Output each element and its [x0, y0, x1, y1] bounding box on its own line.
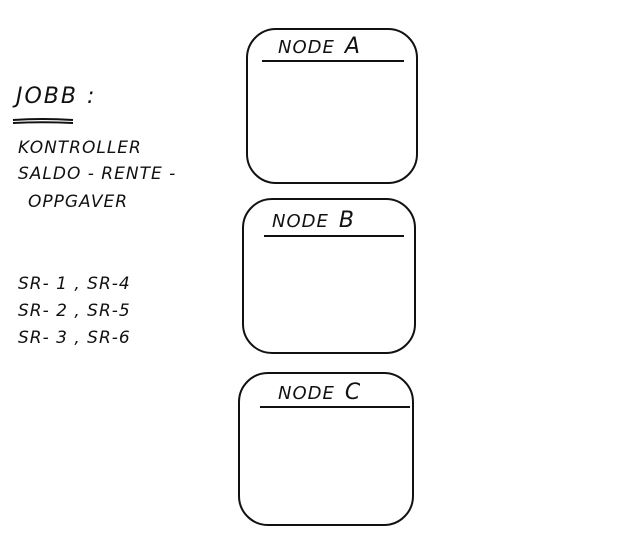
jobb-description-line-2: SALDO - RENTE - — [18, 164, 177, 184]
task-line-2: SR- 2 , SR-5 — [18, 301, 131, 321]
node-a-title: NODE A — [278, 34, 361, 59]
task-line-1: SR- 1 , SR-4 — [18, 274, 131, 294]
node-a-title-rule — [262, 60, 404, 62]
node-c-label: NODE — [278, 383, 335, 404]
node-c-letter: C — [344, 380, 362, 405]
node-b-title: NODE B — [272, 208, 355, 233]
jobb-title-underline — [12, 118, 74, 124]
jobb-description-line-1: KONTROLLER — [18, 138, 142, 158]
node-b-label: NODE — [272, 211, 329, 232]
node-a-letter: A — [344, 34, 361, 59]
node-c-box — [238, 372, 414, 526]
jobb-title: JOBB : — [16, 84, 97, 109]
jobb-description-line-3: OPPGAVER — [28, 192, 129, 212]
node-b-box — [242, 198, 416, 354]
node-b-letter: B — [338, 208, 355, 233]
node-c-title: NODE C — [278, 380, 361, 405]
task-line-3: SR- 3 , SR-6 — [18, 328, 131, 348]
node-c-title-rule — [260, 406, 410, 408]
node-a-box — [246, 28, 418, 184]
node-b-title-rule — [264, 235, 404, 237]
node-a-label: NODE — [278, 37, 335, 58]
